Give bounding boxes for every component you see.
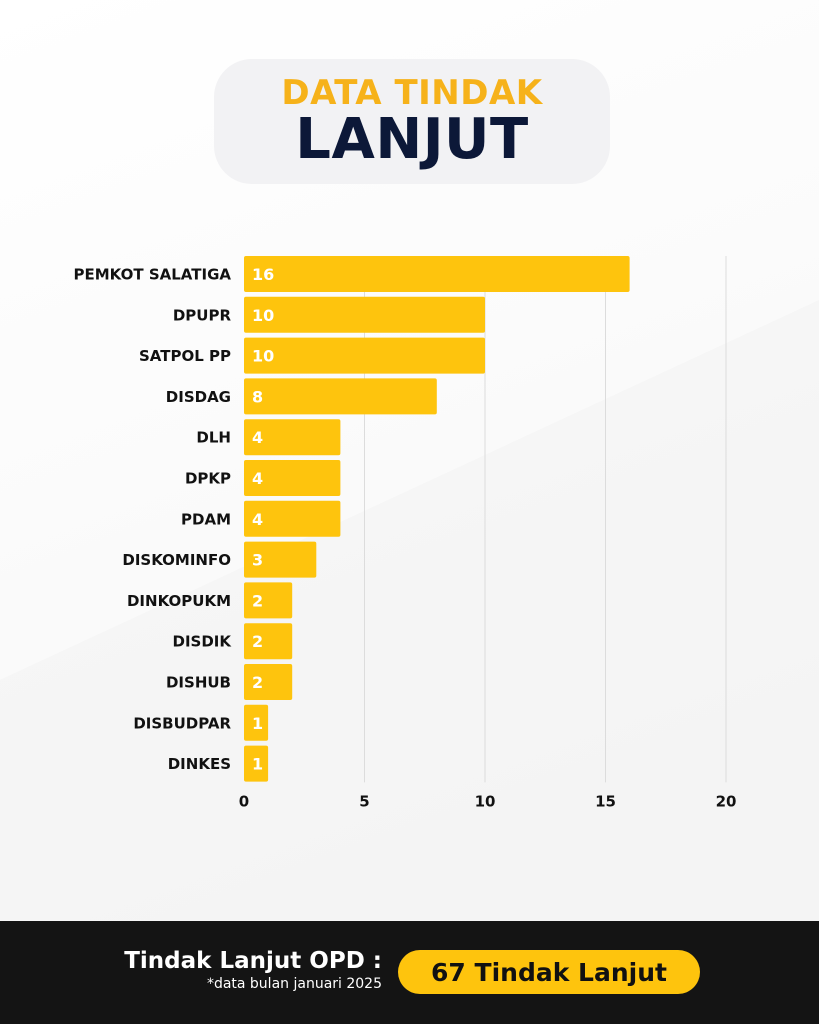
- data-label-6: 4: [252, 510, 263, 529]
- bar-8: [244, 582, 293, 619]
- data-label-0: 16: [252, 265, 274, 284]
- x-tick-label-3: 15: [595, 792, 616, 810]
- category-label-0: PEMKOT SALATIGA: [74, 266, 232, 284]
- category-label-12: DINKES: [168, 755, 231, 773]
- data-label-8: 2: [252, 591, 263, 610]
- x-tick-label-2: 10: [475, 792, 496, 810]
- data-label-4: 4: [252, 428, 263, 447]
- data-label-7: 3: [252, 551, 263, 570]
- title-line-2: LANJUT: [295, 106, 529, 172]
- x-tick-label-1: 5: [359, 792, 369, 810]
- category-label-3: DISDAG: [166, 388, 231, 406]
- category-label-1: DPUPR: [173, 306, 232, 324]
- category-label-9: DISDIK: [173, 633, 233, 651]
- bar-4: [244, 419, 341, 456]
- bar-3: [244, 378, 437, 415]
- total-badge: 67 Tindak Lanjut: [398, 950, 700, 994]
- category-label-5: DPKP: [185, 470, 231, 488]
- bar-0: [244, 256, 630, 292]
- footer-note: *data bulan januari 2025: [206, 976, 382, 992]
- category-label-7: DISKOMINFO: [122, 551, 231, 569]
- bar-6: [244, 500, 341, 537]
- data-label-2: 10: [252, 347, 274, 366]
- x-tick-label-0: 0: [239, 792, 249, 810]
- x-tick-label-4: 20: [716, 792, 737, 810]
- category-label-6: PDAM: [181, 510, 231, 528]
- category-label-11: DISBUDPAR: [133, 714, 231, 732]
- data-label-11: 1: [252, 714, 263, 733]
- data-label-12: 1: [252, 755, 263, 774]
- footer-label: Tindak Lanjut OPD :: [124, 948, 382, 974]
- title-card: DATA TINDAK LANJUT: [214, 59, 610, 184]
- bar-1: [244, 296, 485, 333]
- bar-5: [244, 460, 341, 496]
- data-label-1: 10: [252, 306, 274, 325]
- data-label-5: 4: [252, 469, 263, 488]
- category-label-4: DLH: [196, 429, 231, 447]
- bar-10: [244, 664, 293, 700]
- data-label-9: 2: [252, 632, 263, 651]
- bar-7: [244, 541, 317, 578]
- bar-12: [244, 745, 269, 782]
- bar-11: [244, 704, 269, 741]
- bar-2: [244, 337, 485, 374]
- data-label-3: 8: [252, 387, 263, 406]
- bar-9: [244, 623, 293, 660]
- category-label-2: SATPOL PP: [139, 347, 231, 365]
- footer-label-block: Tindak Lanjut OPD : *data bulan januari …: [124, 947, 382, 993]
- category-label-10: DISHUB: [166, 674, 231, 692]
- title-line-1: DATA TINDAK: [281, 72, 543, 113]
- category-label-8: DINKOPUKM: [127, 592, 231, 610]
- data-label-10: 2: [252, 673, 263, 692]
